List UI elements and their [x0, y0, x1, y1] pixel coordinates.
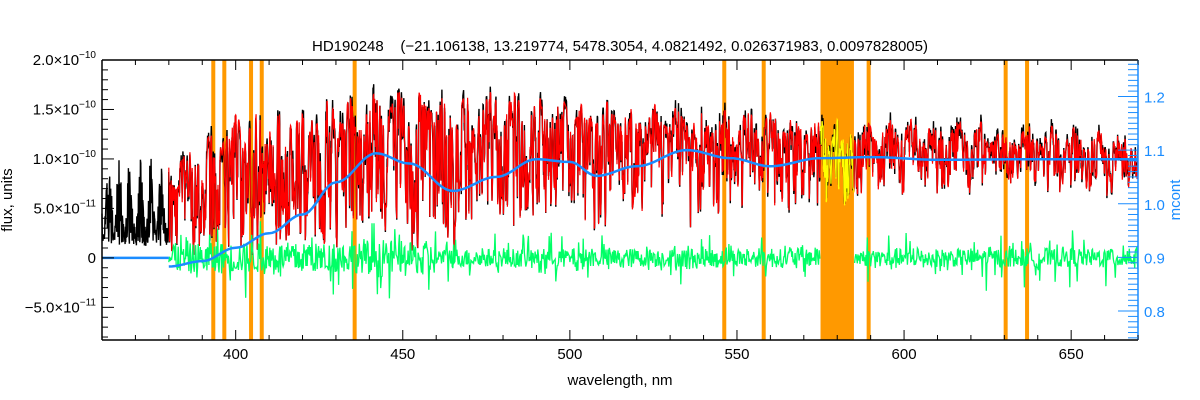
mask-band: [820, 60, 854, 340]
y2-tick-label: 1.1: [1144, 143, 1165, 160]
y-tick-mantissa: 2.0×10: [33, 52, 79, 69]
axes: 400 450 500 550 600 6502.0×10−101.5×10−101.0×…: [25, 50, 1165, 363]
y-tick-label: 1.5×10−10: [33, 99, 97, 118]
mask-line: [222, 60, 227, 340]
mask-line: [722, 60, 727, 340]
x-tick-label: 650: [1059, 346, 1084, 363]
mask-layer: [211, 60, 1030, 340]
y2-axis-label: mcont: [1167, 179, 1184, 221]
x-tick-label: 450: [390, 346, 415, 363]
mask-line: [1003, 60, 1008, 340]
residuals-line: [168, 221, 1139, 299]
y-tick-label: 1.0×10−10: [33, 149, 97, 168]
y-tick-mantissa: 0: [88, 250, 96, 267]
y-axis-label: flux, units: [0, 168, 16, 231]
y2-tick-label: 0.9: [1144, 250, 1165, 267]
y-tick-exponent: −11: [80, 297, 97, 308]
y2-tick-label: 1.0: [1144, 197, 1165, 214]
mask-line: [1025, 60, 1030, 340]
x-tick-label: 550: [724, 346, 749, 363]
y-tick-mantissa: 1.5×10: [33, 101, 79, 118]
x-tick-label: 600: [892, 346, 917, 363]
y-tick-mantissa: −5.0×10: [25, 299, 80, 316]
x-tick-label: 400: [223, 346, 248, 363]
axis-frame: [101, 59, 1138, 341]
mcont-line: [168, 148, 1138, 268]
y-tick-label: 0: [88, 250, 96, 267]
series-layer: [101, 84, 1139, 299]
y-tick-exponent: −10: [79, 50, 96, 61]
chart-title: HD190248 (−21.106138, 13.219774, 5478.30…: [312, 38, 928, 55]
y2-tick-label: 0.8: [1144, 304, 1165, 321]
y-tick-label: −5.0×10−11: [25, 297, 97, 316]
mask-line: [761, 60, 766, 340]
y2-tick-label: 1.2: [1144, 89, 1165, 106]
masked-model-line: [819, 117, 855, 206]
model-spectrum-line: [168, 91, 1139, 256]
y-tick-exponent: −11: [80, 198, 97, 209]
y-tick-exponent: −10: [79, 149, 96, 160]
y-tick-mantissa: 5.0×10: [33, 200, 79, 217]
mask-line: [352, 60, 357, 340]
mask-line: [866, 60, 871, 340]
y-tick-mantissa: 1.0×10: [33, 151, 79, 168]
x-tick-label: 500: [557, 346, 582, 363]
x-axis-label: wavelength, nm: [566, 372, 672, 389]
y-tick-label: 5.0×10−11: [33, 198, 96, 217]
y-tick-exponent: −10: [79, 99, 96, 110]
y-tick-label: 2.0×10−10: [33, 50, 97, 69]
